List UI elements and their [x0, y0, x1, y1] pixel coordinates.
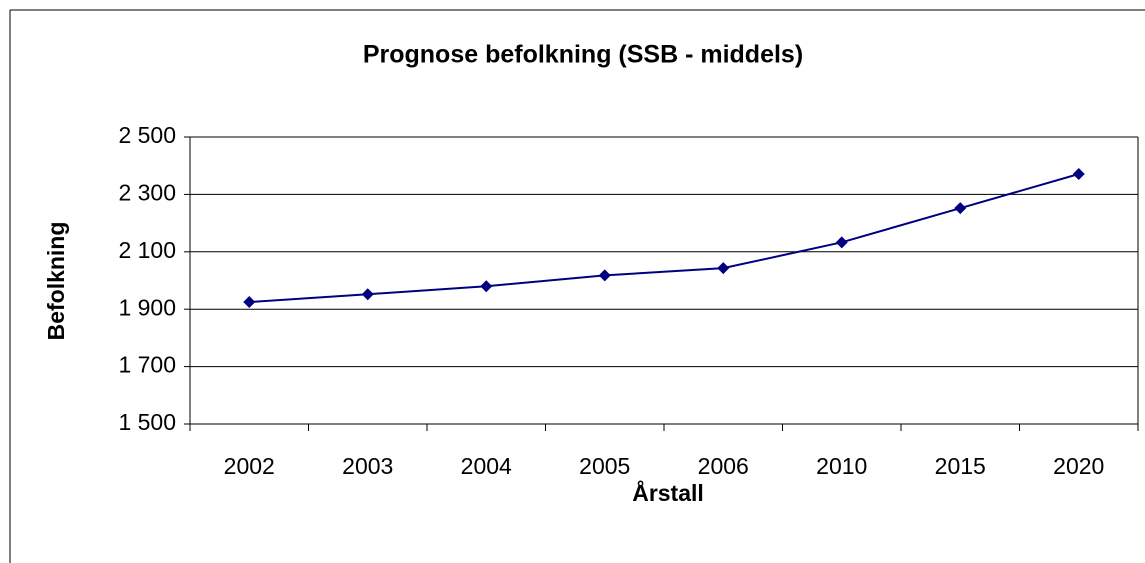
y-tick-label: 2 500	[118, 122, 176, 148]
x-tick-label: 2003	[342, 453, 393, 479]
chart-title: Prognose befolkning (SSB - middels)	[363, 41, 803, 69]
y-tick-label: 1 900	[118, 294, 176, 320]
x-tick-label: 2006	[698, 453, 749, 479]
marker	[954, 202, 967, 215]
x-tick-label: 2004	[461, 453, 512, 479]
marker	[1072, 168, 1085, 181]
x-tick-label: 2002	[224, 453, 275, 479]
y-tick-label: 2 300	[118, 179, 176, 205]
y-tick-label: 2 100	[118, 237, 176, 263]
marker	[835, 236, 848, 249]
marker	[480, 280, 493, 293]
marker	[598, 269, 611, 282]
x-tick-label: 2015	[935, 453, 986, 479]
y-tick-label: 1 700	[118, 352, 176, 378]
x-tick-label: 2020	[1053, 453, 1104, 479]
y-axis-label: Befolkning	[43, 222, 69, 341]
x-tick-label: 2010	[816, 453, 867, 479]
marker	[361, 288, 374, 301]
x-tick-label: 2005	[579, 453, 630, 479]
y-tick-label: 1 500	[118, 409, 176, 435]
marker	[243, 296, 256, 309]
marker	[717, 262, 730, 275]
x-axis-label: Årstall	[632, 479, 704, 506]
line	[249, 173, 1080, 304]
